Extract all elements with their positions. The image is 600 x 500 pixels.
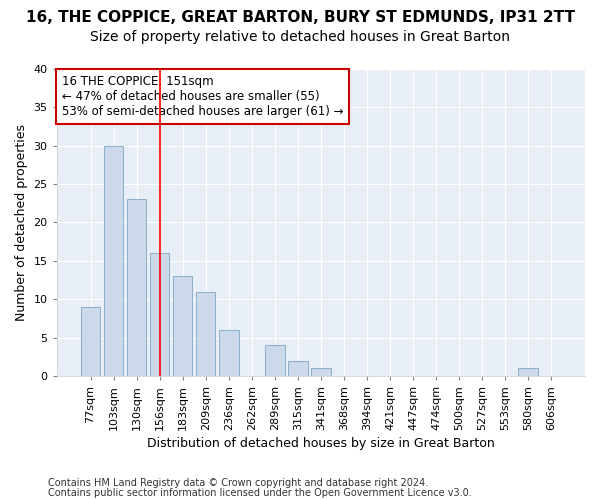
Bar [288, 360, 308, 376]
Bar [196, 292, 215, 376]
Bar [219, 330, 239, 376]
Bar [265, 345, 284, 376]
Bar [173, 276, 193, 376]
Bar [518, 368, 538, 376]
Text: Contains public sector information licensed under the Open Government Licence v3: Contains public sector information licen… [48, 488, 472, 498]
Bar [127, 200, 146, 376]
Y-axis label: Number of detached properties: Number of detached properties [15, 124, 28, 321]
Text: Size of property relative to detached houses in Great Barton: Size of property relative to detached ho… [90, 30, 510, 44]
Text: 16 THE COPPICE: 151sqm
← 47% of detached houses are smaller (55)
53% of semi-det: 16 THE COPPICE: 151sqm ← 47% of detached… [62, 75, 343, 118]
Text: 16, THE COPPICE, GREAT BARTON, BURY ST EDMUNDS, IP31 2TT: 16, THE COPPICE, GREAT BARTON, BURY ST E… [25, 10, 575, 25]
Bar [311, 368, 331, 376]
Text: Contains HM Land Registry data © Crown copyright and database right 2024.: Contains HM Land Registry data © Crown c… [48, 478, 428, 488]
X-axis label: Distribution of detached houses by size in Great Barton: Distribution of detached houses by size … [147, 437, 495, 450]
Bar [81, 307, 100, 376]
Bar [150, 253, 169, 376]
Bar [104, 146, 124, 376]
